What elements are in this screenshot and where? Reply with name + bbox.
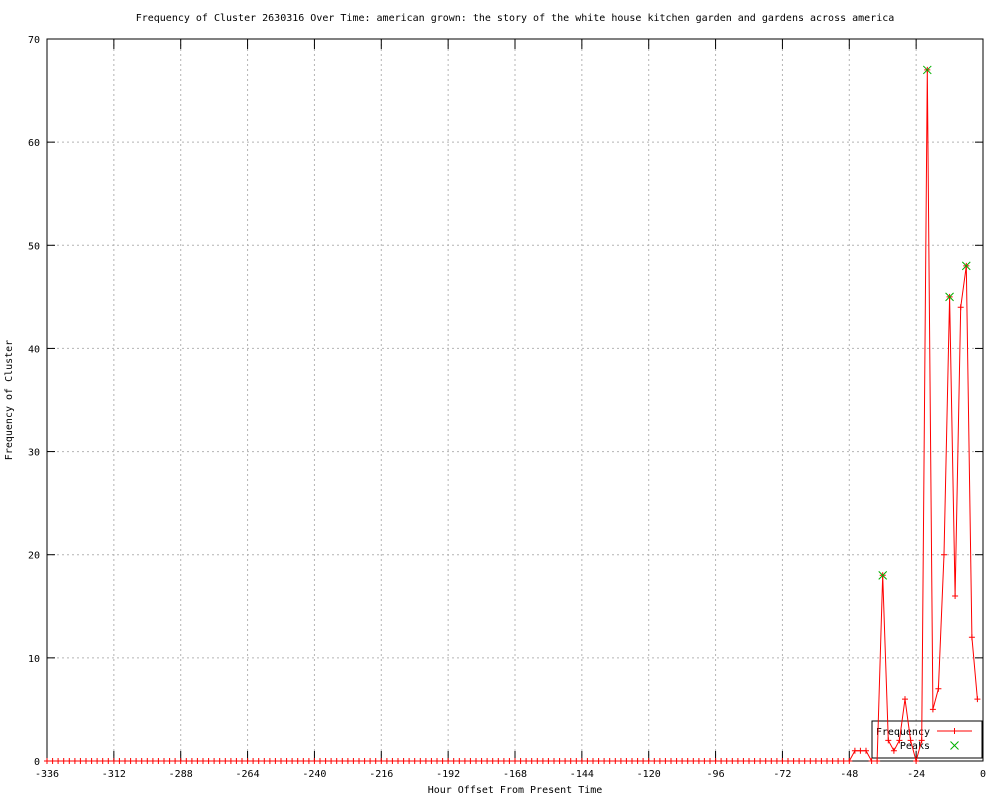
- x-tick-label: -240: [302, 769, 326, 780]
- y-tick-label: 30: [28, 448, 40, 459]
- x-tick-label: -288: [169, 769, 193, 780]
- gridlines: [46, 38, 984, 762]
- y-tick-label: 10: [28, 654, 40, 665]
- x-tick-label: -216: [369, 769, 393, 780]
- x-axis-label: Hour Offset From Present Time: [428, 785, 603, 796]
- frequency-line: [47, 69, 978, 763]
- x-tick-label: -192: [436, 769, 460, 780]
- x-tick-label: -120: [637, 769, 661, 780]
- legend-frequency-plus-sample: [951, 728, 958, 734]
- legend: Frequency Peaks: [871, 720, 983, 759]
- legend-box: [871, 720, 983, 759]
- axes-and-ticks: -336 -312 -288 -264 -240 -216 -192 -168 -144 -120…: [28, 35, 986, 780]
- x-tick-label: 0: [980, 769, 986, 780]
- peak-markers: [878, 65, 971, 580]
- y-tick-label: 60: [28, 138, 40, 149]
- x-tick-label: -24: [907, 769, 925, 780]
- x-tick-label: -312: [102, 769, 126, 780]
- chart-title: Frequency of Cluster 2630316 Over Time: …: [136, 13, 895, 24]
- peaks-cross-markers: [878, 65, 971, 580]
- legend-label-peaks: Peaks: [900, 741, 930, 752]
- frequency-plus-markers: [44, 66, 981, 764]
- x-tick-label: -48: [840, 769, 858, 780]
- y-tick-label: 0: [34, 757, 40, 768]
- legend-marker-samples: [937, 728, 972, 750]
- x-tick-label: -72: [773, 769, 791, 780]
- x-tick-label: -144: [570, 769, 594, 780]
- y-axis-label: Frequency of Cluster: [4, 340, 15, 460]
- legend-peaks-cross-sample: [950, 741, 959, 750]
- x-tick-label: -336: [35, 769, 59, 780]
- frequency-series: [44, 66, 981, 764]
- y-tick-label: 70: [28, 35, 40, 46]
- y-tick-label: 20: [28, 551, 40, 562]
- y-tick-label: 50: [28, 241, 40, 252]
- x-tick-label: -264: [236, 769, 260, 780]
- y-tick-label: 40: [28, 344, 40, 355]
- x-tick-label: -96: [707, 769, 725, 780]
- legend-label-frequency: Frequency: [876, 727, 930, 738]
- x-tick-label: -168: [503, 769, 527, 780]
